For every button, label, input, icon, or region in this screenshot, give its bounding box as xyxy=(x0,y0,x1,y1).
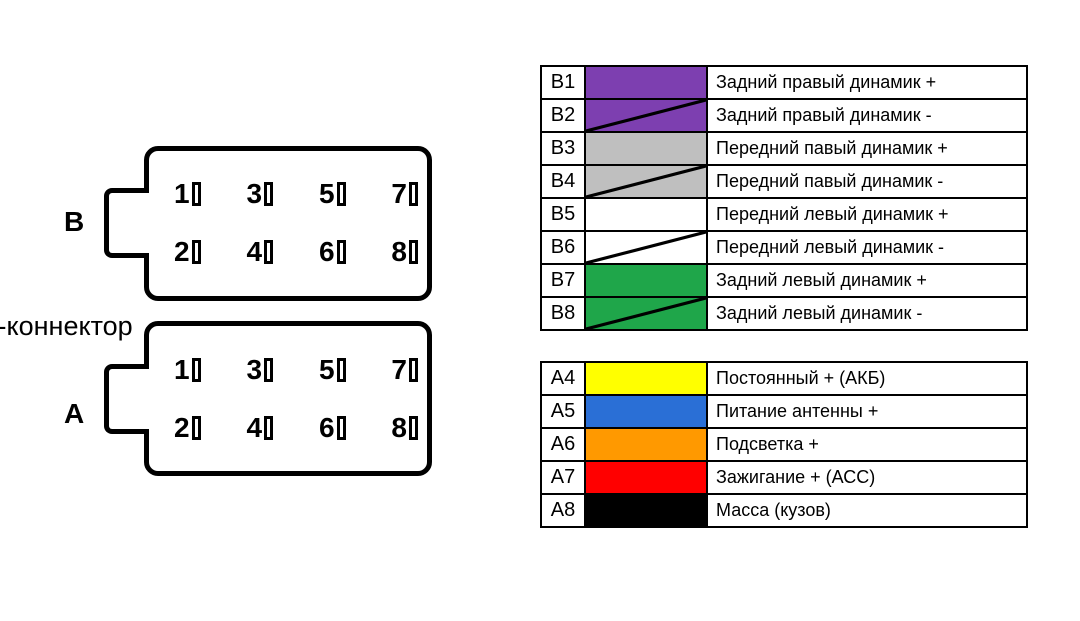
pin-b5: 5 xyxy=(319,178,346,210)
legend-description: Постоянный + (АКБ) xyxy=(707,362,1027,395)
pin-row-b-bottom: 2 4 6 8 xyxy=(166,236,426,268)
pin-a2: 2 xyxy=(174,412,201,444)
legend-color-swatch xyxy=(585,494,707,527)
legend-description: Подсветка + xyxy=(707,428,1027,461)
legend-pin-id: B5 xyxy=(541,198,585,231)
legend-description: Задний левый динамик - xyxy=(707,297,1027,330)
pin-row-a-top: 1 3 5 7 xyxy=(166,354,426,386)
legend-description: Масса (кузов) xyxy=(707,494,1027,527)
connector-panel: ISO-коннектор B A 1 3 5 7 2 4 xyxy=(0,0,540,621)
legend-table-a: A4Постоянный + (АКБ)A5Питание антенны +A… xyxy=(540,361,1028,528)
pin-b2: 2 xyxy=(174,236,201,268)
pin-a4: 4 xyxy=(246,412,273,444)
legend-color-swatch xyxy=(585,231,707,264)
pin-a7: 7 xyxy=(391,354,418,386)
legend-group-a: A4Постоянный + (АКБ)A5Питание антенны +A… xyxy=(540,361,1050,528)
legend-pin-id: A5 xyxy=(541,395,585,428)
legend-row: B2 Задний правый динамик - xyxy=(541,99,1027,132)
legend-row: B3 Передний павый динамик + xyxy=(541,132,1027,165)
legend-pin-id: A6 xyxy=(541,428,585,461)
pin-b1: 1 xyxy=(174,178,201,210)
legend-description: Передний левый динамик + xyxy=(707,198,1027,231)
legend-row: B7 Задний левый динамик + xyxy=(541,264,1027,297)
legend-row: B5 Передний левый динамик + xyxy=(541,198,1027,231)
page-root: ISO-коннектор B A 1 3 5 7 2 4 xyxy=(0,0,1080,621)
pin-row-b-top: 1 3 5 7 xyxy=(166,178,426,210)
legend-description: Передний левый динамик - xyxy=(707,231,1027,264)
connector-block-b xyxy=(144,146,432,301)
legend-color-swatch xyxy=(585,395,707,428)
legend-pin-id: A8 xyxy=(541,494,585,527)
legend-row: A5 Питание антенны + xyxy=(541,395,1027,428)
legend-description: Зажигание + (АСС) xyxy=(707,461,1027,494)
pin-row-a-bottom: 2 4 6 8 xyxy=(166,412,426,444)
legend-pin-id: B8 xyxy=(541,297,585,330)
legend-color-swatch xyxy=(585,165,707,198)
legend-table-b: B1 Задний правый динамик + B2 Задний правый… xyxy=(540,65,1028,331)
legend-color-swatch xyxy=(585,198,707,231)
legend-color-swatch xyxy=(585,66,707,99)
legend-color-swatch xyxy=(585,297,707,330)
legend-description: Передний павый динамик + xyxy=(707,132,1027,165)
port-label-b: B xyxy=(64,206,84,238)
pin-a8: 8 xyxy=(391,412,418,444)
legend-pin-id: B1 xyxy=(541,66,585,99)
connector-block-a xyxy=(144,321,432,476)
legend-row: B1 Задний правый динамик + xyxy=(541,66,1027,99)
pin-a5: 5 xyxy=(319,354,346,386)
legend-description: Задний правый динамик + xyxy=(707,66,1027,99)
pin-b4: 4 xyxy=(246,236,273,268)
pin-a1: 1 xyxy=(174,354,201,386)
legend-color-swatch xyxy=(585,99,707,132)
legend-pin-id: B3 xyxy=(541,132,585,165)
legend-row: A4 Постоянный + (АКБ) xyxy=(541,362,1027,395)
legend-pin-id: B6 xyxy=(541,231,585,264)
legend-description: Питание антенны + xyxy=(707,395,1027,428)
legend-pin-id: B2 xyxy=(541,99,585,132)
port-label-a: A xyxy=(64,398,84,430)
legend-pin-id: B4 xyxy=(541,165,585,198)
legend-color-swatch xyxy=(585,428,707,461)
legend-color-swatch xyxy=(585,362,707,395)
legend-pin-id: A7 xyxy=(541,461,585,494)
iso-connector-diagram: 1 3 5 7 2 4 6 8 1 3 5 7 2 xyxy=(96,136,444,486)
legend-row: A7 Зажигание + (АСС) xyxy=(541,461,1027,494)
legend-row: A6 Подсветка + xyxy=(541,428,1027,461)
connector-wrapper: ISO-коннектор B A 1 3 5 7 2 4 xyxy=(96,136,444,486)
legend-description: Задний правый динамик - xyxy=(707,99,1027,132)
legend-color-swatch xyxy=(585,264,707,297)
legend-group-b: B1 Задний правый динамик + B2 Задний правый… xyxy=(540,65,1050,331)
legend-pin-id: A4 xyxy=(541,362,585,395)
pin-b3: 3 xyxy=(246,178,273,210)
legend-panel: B1 Задний правый динамик + B2 Задний правый… xyxy=(540,0,1080,621)
pin-b6: 6 xyxy=(319,236,346,268)
legend-description: Передний павый динамик - xyxy=(707,165,1027,198)
legend-row: B8 Задний левый динамик - xyxy=(541,297,1027,330)
legend-color-swatch xyxy=(585,461,707,494)
pin-a6: 6 xyxy=(319,412,346,444)
pin-b7: 7 xyxy=(391,178,418,210)
legend-pin-id: B7 xyxy=(541,264,585,297)
legend-color-swatch xyxy=(585,132,707,165)
pin-a3: 3 xyxy=(246,354,273,386)
legend-row: B6 Передний левый динамик - xyxy=(541,231,1027,264)
legend-row: A8 Масса (кузов) xyxy=(541,494,1027,527)
legend-row: B4 Передний павый динамик - xyxy=(541,165,1027,198)
pin-b8: 8 xyxy=(391,236,418,268)
legend-description: Задний левый динамик + xyxy=(707,264,1027,297)
